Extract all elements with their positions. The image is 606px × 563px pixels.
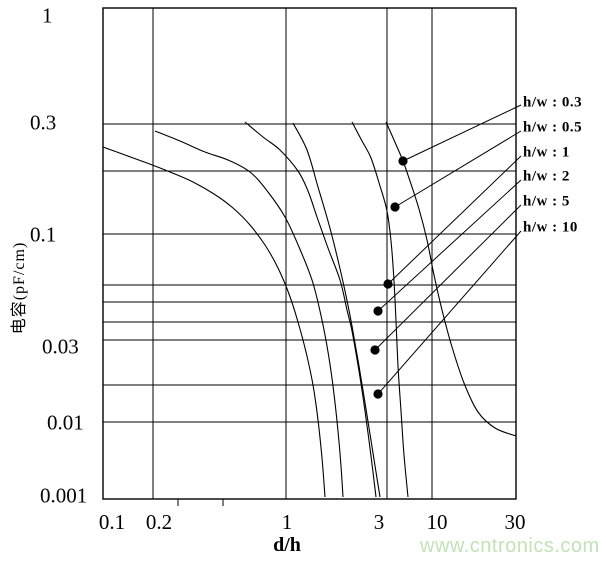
legend-item-hw-10: h/w : 10 xyxy=(523,219,578,236)
y-tick-label-0.001: 0.001 xyxy=(40,483,88,508)
data-point-marker-hw-2 xyxy=(373,306,383,316)
y-tick-label-0.01: 0.01 xyxy=(47,410,84,435)
data-point-marker-hw-10 xyxy=(373,389,383,399)
legend-leader-line-hw-0-3 xyxy=(402,104,522,162)
legend-item-hw-0-5: h/w : 0.5 xyxy=(523,119,583,136)
data-point-marker-hw-0-3 xyxy=(398,156,408,166)
legend-item-hw-0-3: h/w : 0.3 xyxy=(523,94,583,111)
x-tick-label-3: 3 xyxy=(373,510,385,534)
legend-leader-line-hw-5 xyxy=(374,204,522,351)
plot-border xyxy=(102,7,517,500)
x-tick-label-1: 1 xyxy=(281,510,293,534)
legend-leader-line-hw-1 xyxy=(387,155,522,285)
curve-hw-1 xyxy=(292,122,381,498)
data-point-marker-hw-5 xyxy=(370,345,380,355)
y-axis-title: 电容(pF/cm) xyxy=(11,241,28,335)
curve-hw-2 xyxy=(244,121,377,498)
x-tick-label-0.1: 0.1 xyxy=(98,510,126,534)
data-point-marker-hw-1 xyxy=(383,279,393,289)
legend-leader-line-hw-10 xyxy=(377,230,522,395)
x-tick-label-30: 30 xyxy=(504,510,526,534)
legend-item-hw-5: h/w : 5 xyxy=(523,193,570,210)
y-tick-label-0.03: 0.03 xyxy=(42,334,79,359)
x-axis-title: d/h xyxy=(273,534,301,556)
watermark-text: www.cntronics.com xyxy=(420,535,600,557)
legend-item-hw-2: h/w : 2 xyxy=(523,168,570,185)
curve-hw-0-5 xyxy=(351,121,409,498)
curve-hw-0-3 xyxy=(385,121,517,437)
x-tick-label-0.2: 0.2 xyxy=(145,510,173,534)
curve-hw-10 xyxy=(102,146,326,498)
legend-leader-line-hw-0-5 xyxy=(394,130,522,208)
legend-leader-line-hw-2 xyxy=(377,179,522,312)
data-point-marker-hw-0-5 xyxy=(390,202,400,212)
y-tick-label-0.1: 0.1 xyxy=(30,222,57,247)
legend-item-hw-1: h/w : 1 xyxy=(523,144,570,161)
curve-hw-5 xyxy=(154,130,344,498)
y-tick-label-1: 1 xyxy=(42,3,53,28)
x-tick-label-10: 10 xyxy=(426,510,448,534)
y-tick-label-0.3: 0.3 xyxy=(30,110,57,135)
